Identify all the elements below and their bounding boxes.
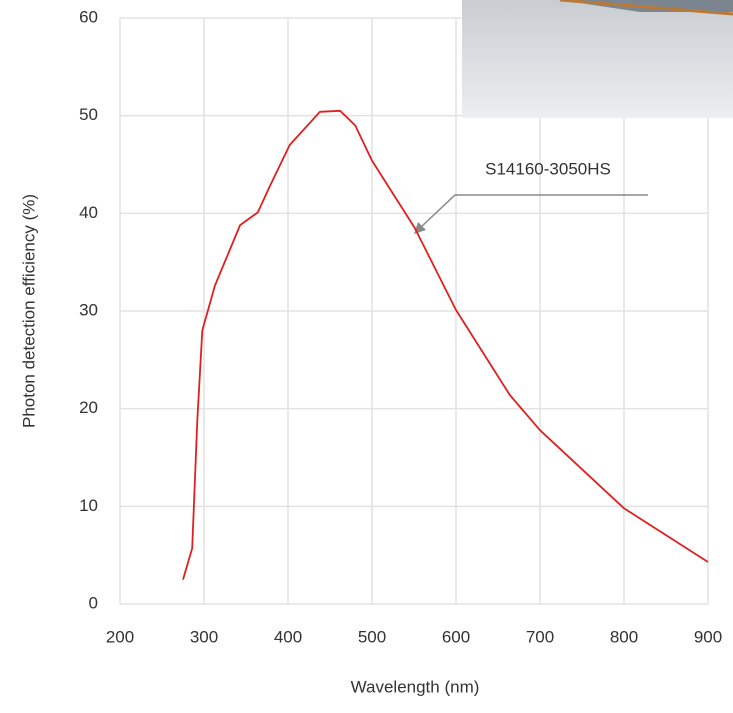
x-tick-label: 600 — [442, 627, 470, 646]
chart: S14160-3050HS Wavelength (nm) Photon det… — [0, 0, 733, 713]
y-tick-label: 50 — [79, 105, 98, 124]
y-tick-label: 30 — [79, 300, 98, 319]
y-tick-label: 60 — [79, 7, 98, 26]
x-tick-label: 200 — [106, 627, 134, 646]
annotation: S14160-3050HS — [485, 159, 611, 178]
x-axis-label: Wavelength (nm) — [351, 677, 480, 696]
y-tick-label: 20 — [79, 398, 98, 417]
x-tick-label: 900 — [694, 627, 722, 646]
x-tick-label: 300 — [190, 627, 218, 646]
x-tick-label: 800 — [610, 627, 638, 646]
y-tick-label: 10 — [79, 496, 98, 515]
product-photo — [462, 0, 733, 118]
annotation-leader — [420, 195, 648, 228]
x-tick-label: 500 — [358, 627, 386, 646]
y-tick-label: 0 — [89, 593, 98, 612]
x-tick-label: 400 — [274, 627, 302, 646]
data-line — [183, 111, 708, 580]
y-tick-label: 40 — [79, 203, 98, 222]
x-tick-label: 700 — [526, 627, 554, 646]
y-axis-label: Photon detection efficiency (%) — [19, 194, 38, 428]
